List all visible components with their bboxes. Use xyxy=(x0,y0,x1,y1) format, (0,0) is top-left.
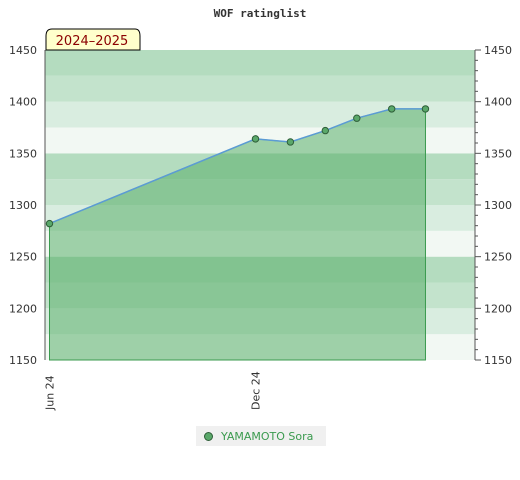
y-tick-label-left: 1300 xyxy=(9,199,37,212)
data-point[interactable] xyxy=(421,105,430,113)
chart-title: WOF ratinglist xyxy=(214,7,307,20)
y-tick-label-left: 1400 xyxy=(9,96,37,109)
y-axis-right: 1150 1200 1250 1300 1350 1400 1450 xyxy=(474,44,512,367)
legend-marker-icon xyxy=(204,431,213,441)
y-tick-label-right: 1350 xyxy=(484,147,512,160)
y-tick-label-right: 1450 xyxy=(484,44,512,57)
y-tick-label-right: 1400 xyxy=(484,96,512,109)
y-tick-label-left: 1200 xyxy=(9,302,37,315)
data-points xyxy=(45,105,430,228)
x-tick-label: Dec 24 xyxy=(249,371,262,410)
data-point[interactable] xyxy=(286,138,295,146)
x-axis: Jun 24 Dec 24 xyxy=(44,371,263,411)
data-point[interactable] xyxy=(251,135,260,143)
y-tick-label-right: 1250 xyxy=(484,251,512,264)
background-band xyxy=(45,75,475,102)
y-tick-label-right: 1150 xyxy=(484,354,512,367)
legend[interactable]: YAMAMOTO Sora xyxy=(196,426,326,446)
season-label: 2024–2025 xyxy=(56,34,129,49)
y-tick-label-left: 1150 xyxy=(9,354,37,367)
y-tick-label-left: 1350 xyxy=(9,147,37,160)
data-point[interactable] xyxy=(321,126,329,135)
legend-label: YAMAMOTO Sora xyxy=(221,429,314,443)
background-band xyxy=(45,50,475,76)
y-tick-label-left: 1250 xyxy=(9,251,37,264)
x-tick-label: Jun 24 xyxy=(44,375,57,411)
data-point[interactable] xyxy=(45,219,54,228)
season-badge: 2024–2025 xyxy=(45,28,141,51)
y-tick-label-right: 1200 xyxy=(484,302,512,315)
data-point[interactable] xyxy=(353,114,361,122)
y-axis-left: 1150 1200 1250 1300 1350 1400 1450 xyxy=(9,44,46,367)
y-tick-label-right: 1300 xyxy=(484,199,512,212)
y-tick-label-left: 1450 xyxy=(9,44,37,57)
data-point[interactable] xyxy=(388,105,396,113)
